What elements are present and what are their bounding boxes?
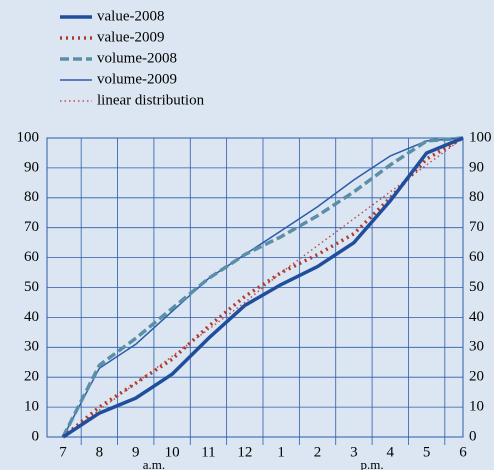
y-tick-label: 80 xyxy=(24,189,39,205)
x-tick-label: 6 xyxy=(459,444,467,460)
y2-tick-label: 0 xyxy=(469,428,477,444)
x-tick-label: 9 xyxy=(132,444,140,460)
series-line xyxy=(62,137,464,438)
y2-tick-label: 100 xyxy=(469,129,492,145)
y-tick-label: 30 xyxy=(24,339,39,355)
y-tick-label: 20 xyxy=(24,369,39,385)
y2-tick-label: 80 xyxy=(469,189,484,205)
y2-tick-label: 70 xyxy=(469,219,484,235)
y-tick-label: 50 xyxy=(24,279,39,295)
y-tick-label: 10 xyxy=(24,399,39,415)
x-tick-label: 8 xyxy=(96,444,104,460)
y2-tick-label: 50 xyxy=(469,279,484,295)
legend-label: value-2009 xyxy=(97,29,164,45)
x-tick-label: 10 xyxy=(165,444,180,460)
x-tick-label: 5 xyxy=(423,444,431,460)
x-tick-label: 2 xyxy=(314,444,322,460)
x-tick-label: 11 xyxy=(201,444,215,460)
y-tick-label: 0 xyxy=(32,428,40,444)
x-tick-label: 4 xyxy=(387,444,395,460)
y2-tick-label: 30 xyxy=(469,339,484,355)
y-tick-label: 100 xyxy=(17,129,40,145)
legend-label: value-2008 xyxy=(97,8,164,24)
y2-tick-label: 20 xyxy=(469,369,484,385)
series-line xyxy=(61,136,464,439)
y-tick-label: 70 xyxy=(24,219,39,235)
y-tick-label: 60 xyxy=(24,249,39,265)
y2-tick-label: 90 xyxy=(469,159,484,175)
x-tick-label: 12 xyxy=(237,444,252,460)
series-line xyxy=(62,136,464,439)
y-tick-label: 90 xyxy=(24,159,39,175)
legend-label: linear distribution xyxy=(97,92,205,108)
y2-tick-label: 10 xyxy=(469,399,484,415)
plot-frame xyxy=(46,137,464,438)
y2-tick-label: 60 xyxy=(469,249,484,265)
x-tick-label: 7 xyxy=(59,444,67,460)
legend-label: volume-2008 xyxy=(97,50,177,66)
x-annotation: a.m. xyxy=(143,457,165,470)
x-annotation: p.m. xyxy=(361,457,384,470)
x-tick-label: 1 xyxy=(277,444,285,460)
y2-tick-label: 40 xyxy=(469,309,484,325)
x-tick-label: 3 xyxy=(350,444,358,460)
y-tick-label: 40 xyxy=(24,309,39,325)
series-line xyxy=(61,136,464,438)
legend-label: volume-2009 xyxy=(97,71,177,87)
